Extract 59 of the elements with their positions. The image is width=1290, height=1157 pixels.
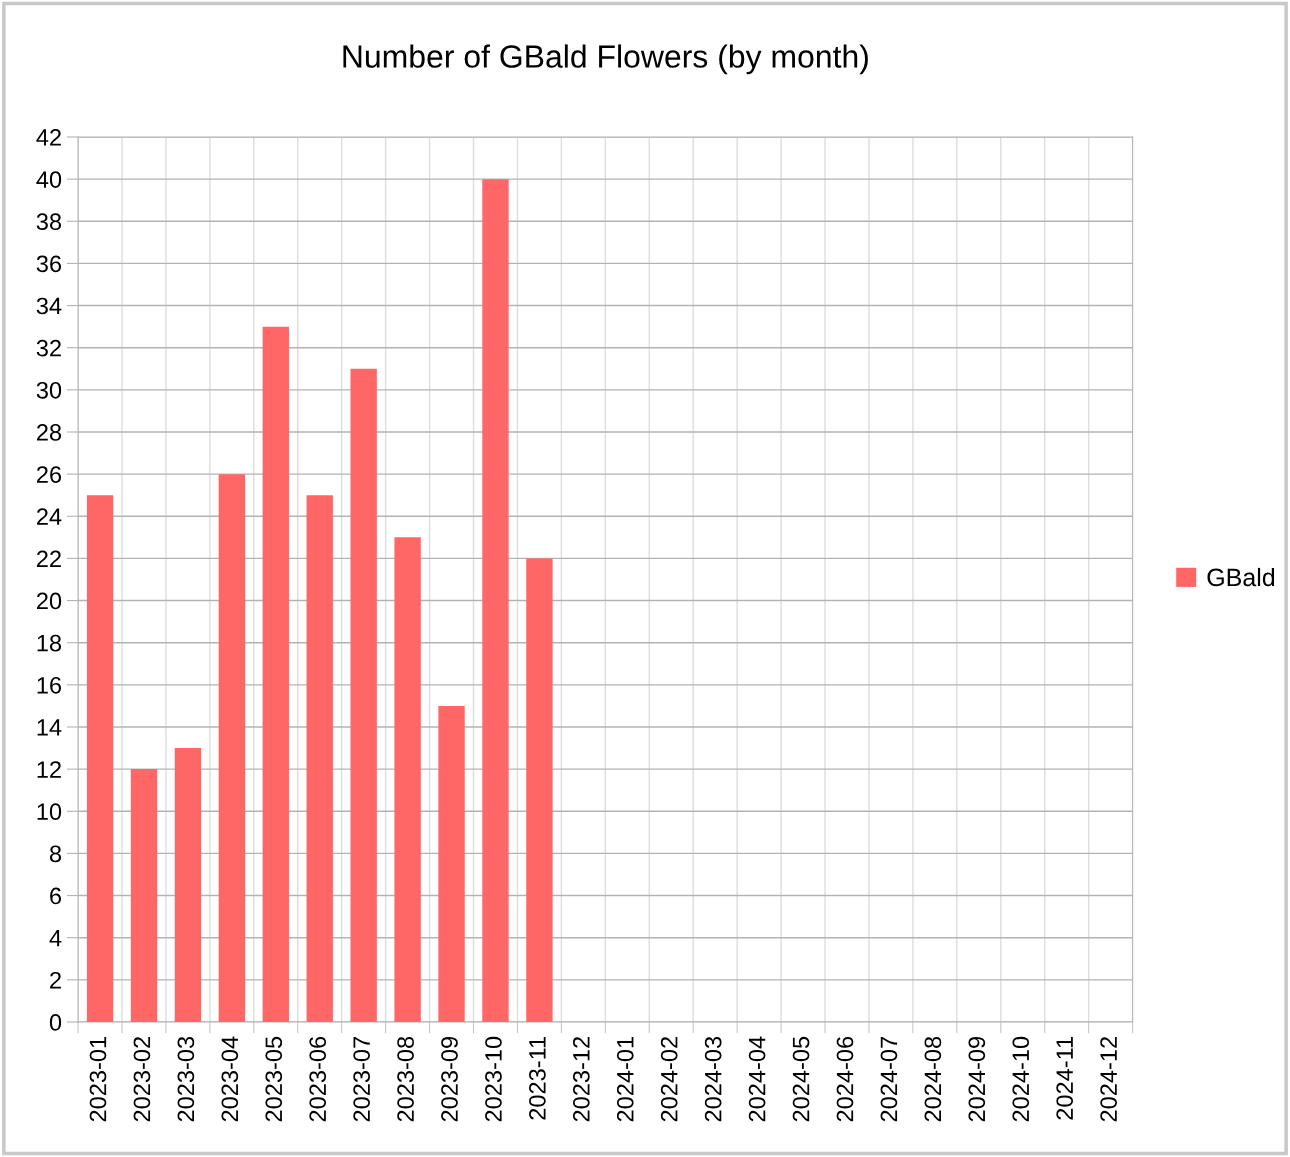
bar: [262, 326, 289, 1022]
x-tick-label: 2023-02: [133, 1037, 151, 1122]
x-tick-label: 2024-07: [880, 1037, 898, 1122]
x-tick-label: 2024-11: [1056, 1037, 1074, 1120]
x-tick-label: 2023-04: [221, 1036, 239, 1122]
bar: [482, 179, 509, 1022]
x-tick-label: 2024-02: [660, 1037, 678, 1122]
y-tick-label: 6: [50, 887, 62, 905]
x-tick-label: 2024-12: [1100, 1037, 1117, 1122]
x-tick-label: 2023-06: [309, 1036, 327, 1122]
y-tick-label: 36: [36, 255, 62, 273]
y-tick-label: 16: [37, 676, 62, 694]
bar: [218, 474, 246, 1022]
bar: [350, 368, 377, 1022]
y-tick-label: 2: [50, 971, 61, 989]
y-tick-label: 12: [37, 761, 61, 778]
x-tick-label: 2023-11: [529, 1037, 546, 1120]
x-tick-label: 2023-09: [441, 1036, 458, 1122]
bar: [394, 537, 421, 1022]
y-tick-label: 24: [37, 508, 62, 525]
y-tick-label: 22: [37, 550, 61, 567]
y-tick-label: 42: [36, 129, 61, 146]
bar: [86, 495, 114, 1022]
y-tick-label: 14: [37, 719, 62, 736]
x-tick-label: 2023-12: [572, 1037, 590, 1122]
bar: [306, 495, 333, 1022]
y-tick-label: 0: [49, 1014, 62, 1031]
x-tick-label: 2024-04: [748, 1036, 766, 1122]
bar: [526, 558, 553, 1022]
y-tick-label: 8: [49, 845, 62, 863]
bar: [130, 769, 158, 1022]
y-tick-label: 10: [37, 803, 62, 821]
y-tick-label: 34: [36, 297, 62, 315]
x-tick-label: 2024-03: [704, 1036, 722, 1122]
chart-title: Number of GBald Flowers (by month): [343, 44, 868, 75]
x-tick-label: 2023-08: [397, 1036, 414, 1122]
x-tick-label: 2023-03: [177, 1036, 195, 1122]
legend-label: GBald: [1207, 567, 1275, 587]
x-tick-label: 2023-10: [485, 1036, 502, 1122]
y-tick-label: 18: [37, 634, 62, 652]
y-tick-label: 26: [37, 466, 62, 483]
y-tick-label: 20: [37, 592, 62, 610]
y-tick-label: 32: [36, 339, 61, 357]
x-tick-label: 2024-09: [968, 1036, 986, 1122]
x-tick-label: 2024-05: [792, 1036, 810, 1122]
x-tick-label: 2023-07: [353, 1037, 370, 1122]
bar: [438, 705, 465, 1022]
x-tick-label: 2023-01: [89, 1037, 107, 1122]
x-tick-label: 2024-06: [836, 1036, 854, 1122]
x-tick-label: 2024-01: [616, 1037, 634, 1122]
x-tick-label: 2024-08: [924, 1036, 942, 1122]
y-tick-label: 38: [36, 213, 62, 231]
y-tick-label: 28: [37, 424, 62, 441]
x-tick-label: 2024-10: [1012, 1036, 1030, 1122]
y-tick-label: 4: [49, 930, 62, 947]
y-tick-label: 30: [36, 381, 62, 399]
x-tick-label: 2023-05: [265, 1036, 283, 1122]
bar: [174, 748, 202, 1022]
y-tick-label: 40: [36, 171, 62, 188]
